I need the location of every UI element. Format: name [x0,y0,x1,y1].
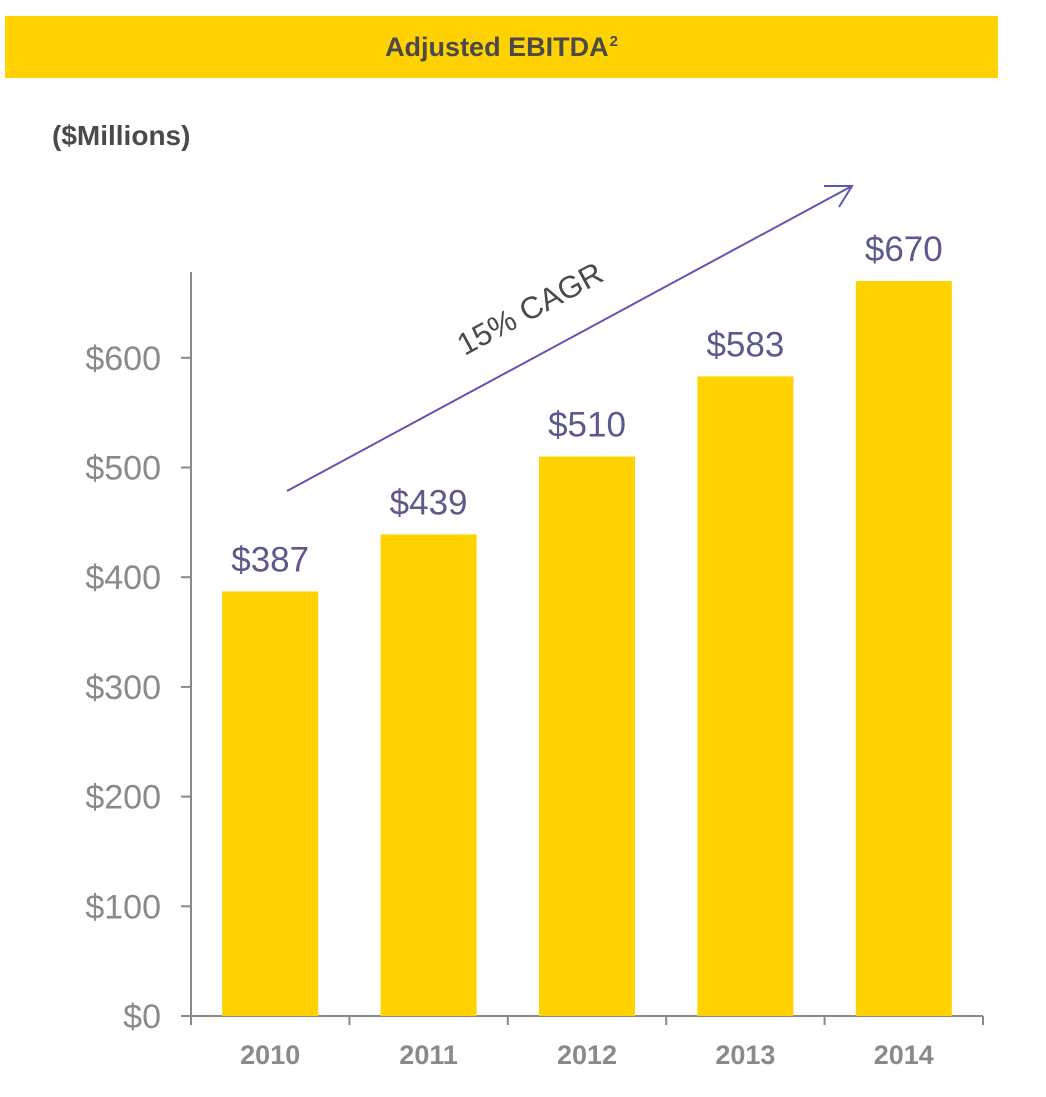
bar-2013 [697,376,794,1017]
title-footnote-marker: 2 [609,32,618,50]
title-banner: Adjusted EBITDA2 [5,16,998,78]
bar-2012 [539,456,635,1016]
units-label: ($Millions) [52,120,191,151]
x-tick-label: 2012 [557,1040,617,1070]
cagr-arrow-line [286,185,853,492]
x-tick-label: 2013 [715,1040,775,1070]
axes: $0 $100 $200 $300 $400 $500 $600 2010 2011 2012 20… [85,272,984,1070]
chart-title-text: Adjusted EBITDA [385,31,609,62]
bars [222,281,952,1017]
bar-2014 [855,281,952,1016]
y-tick-label: $300 [85,669,161,707]
data-label: $670 [865,230,943,269]
bar-2011 [380,534,477,1016]
x-tick-label: 2011 [399,1040,458,1070]
y-tick-label: $400 [85,559,161,597]
y-tick-label: $600 [85,340,161,378]
cagr-label: 15% CAGR [451,255,609,362]
y-tick-label: $500 [85,450,161,488]
data-labels: $387 $439 $510 $583 $670 [231,230,942,579]
bar-2010 [222,591,319,1016]
data-label: $439 [390,483,468,522]
y-tick-label: $0 [123,998,161,1036]
data-label: $387 [231,540,309,579]
y-tick-label: $100 [85,888,161,926]
chart-title: Adjusted EBITDA2 [385,32,618,63]
x-tick-label: 2014 [874,1040,934,1070]
y-tick-label: $200 [85,779,161,817]
data-label: $583 [706,325,784,364]
cagr-arrowhead [824,185,854,208]
data-label: $510 [548,406,626,445]
x-tick-label: 2010 [240,1040,300,1070]
